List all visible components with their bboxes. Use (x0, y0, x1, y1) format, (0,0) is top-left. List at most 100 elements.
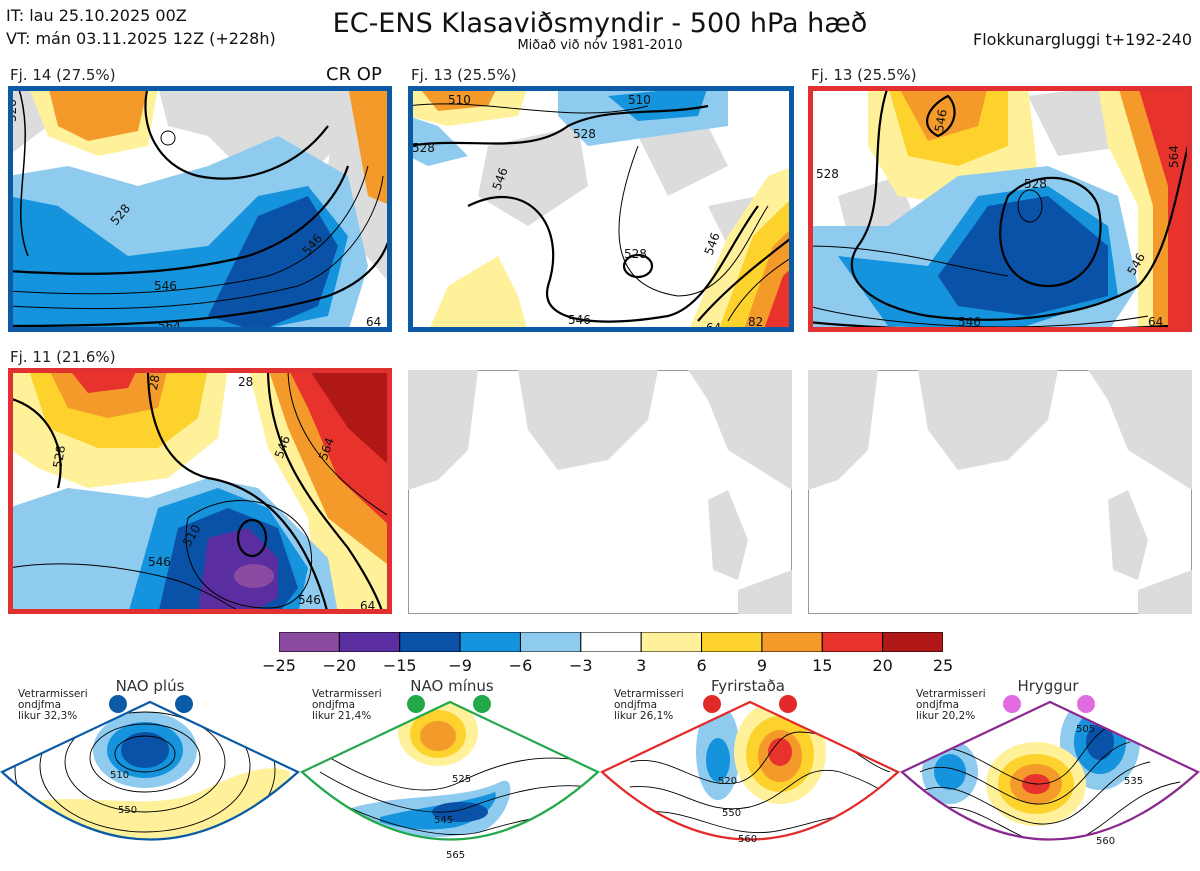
colorbar (278, 631, 944, 656)
colorbar-tick-label: 15 (812, 656, 833, 675)
colorbar-swatch (399, 631, 461, 653)
header-info: IT: lau 25.10.2025 00Z VT: mán 03.11.202… (6, 4, 276, 50)
contour-label: 528 (1024, 177, 1047, 191)
contour-label: 28 (238, 375, 253, 389)
regime-4-stat2: ondjfma (916, 699, 960, 711)
panel-1-badge: CR OP (326, 64, 382, 85)
contour-label: 510 (110, 770, 129, 781)
colorbar-tick-label: −9 (448, 656, 472, 675)
anomaly-shading (808, 86, 1192, 332)
panel-frame (408, 86, 794, 332)
page-title: EC-ENS Klasaviðsmyndir - 500 hPa hæð (332, 8, 868, 39)
cluster-map-3[interactable]: 546 528 528 564 546 546 64 (808, 86, 1192, 332)
colorbar-swatch (882, 631, 944, 653)
colorbar-tick-label: −15 (382, 656, 417, 675)
contour-label: 546 (298, 593, 321, 607)
contour-label: 520 (718, 776, 737, 787)
colorbar-tick-label: 20 (872, 656, 893, 675)
regime-3-stat1: Vetrarmisseri (614, 688, 684, 700)
anomaly-shading (8, 86, 392, 332)
colorbar-tick-label: −25 (262, 656, 296, 675)
page-subtitle: Miðað við nóv 1981-2010 (517, 38, 683, 53)
regime-marker (703, 695, 721, 713)
colorbar-tick-label: −6 (508, 656, 533, 675)
colorbar-swatch (761, 631, 823, 653)
contour-label: 546 (148, 555, 171, 569)
cluster-map-2[interactable]: 510 510 528 528 546 528 546 546 64 82 (408, 86, 794, 332)
contour-label: 528 (8, 99, 19, 122)
contour-label: 560 (1096, 836, 1115, 847)
height-contours (408, 103, 794, 323)
regime-3-stats: Vetrarmisseri ondjfma likur 26,1% (614, 689, 684, 722)
panel-1-label: Fj. 14 (27.5%) (10, 66, 116, 84)
panel-4-label: Fj. 11 (21.6%) (10, 348, 116, 366)
regime-2-title: NAO mínus (410, 677, 494, 695)
contour-label: 546 (154, 279, 177, 293)
regime-marker (779, 695, 797, 713)
colorbar-swatch (459, 631, 521, 653)
cluster-map-4[interactable]: 28 28 528 546 564 510 546 546 64 (8, 368, 392, 614)
contour-label: 565 (446, 850, 465, 861)
regime-marker (473, 695, 491, 713)
contour-label: 525 (452, 774, 471, 785)
empty-map-5 (408, 370, 792, 614)
contour-label: 546 (568, 313, 591, 327)
contour-label: 550 (722, 808, 741, 819)
contour-label: 528 (573, 127, 596, 141)
contour-label: 535 (1124, 776, 1143, 787)
colorbar-swatch (519, 631, 582, 653)
contour-label: 505 (1076, 724, 1095, 735)
regime-2-prob: likur 21,4% (312, 710, 372, 722)
colorbar-swatch (821, 631, 884, 653)
contour-label: 545 (434, 815, 453, 826)
regime-4-prob: likur 20,2% (916, 710, 976, 722)
regime-1-stat2: ondjfma (18, 699, 62, 711)
contour-label: 560 (738, 834, 757, 845)
regime-1-prob: likur 32,3% (18, 710, 78, 722)
issue-time: IT: lau 25.10.2025 00Z (6, 6, 187, 25)
contour-label: 28 (146, 374, 162, 391)
contour-label: 64 (366, 315, 381, 329)
regime-map-block[interactable]: 520 550 560 (600, 692, 900, 870)
regime-4-stats: Vetrarmisseri ondjfma likur 20,2% (916, 689, 986, 722)
valid-time: VT: mán 03.11.2025 12Z (+228h) (6, 29, 276, 48)
height-contours (8, 368, 392, 614)
contour-label: 82 (748, 315, 763, 329)
colorbar-swatch (580, 631, 642, 653)
contour-label: 550 (118, 805, 137, 816)
regime-3-stat2: ondjfma (614, 699, 658, 711)
regime-3-prob: likur 26,1% (614, 710, 674, 722)
contour-label: 564 (1167, 145, 1181, 168)
regime-map-nao-minus[interactable]: 525 545 565 (300, 692, 600, 870)
cluster-map-1[interactable]: 528 528 546 546 564 64 (8, 86, 392, 332)
colorbar-tick-label: 9 (756, 656, 767, 675)
colorbar-tick-label: −20 (322, 656, 357, 675)
colorbar-tick-label: −3 (569, 656, 593, 675)
contour-label: 64 (706, 321, 721, 332)
regime-map-ridge[interactable]: 505 535 560 (900, 692, 1200, 870)
contour-label: 546 (958, 315, 981, 329)
classification-window: Flokkunargluggi t+192-240 (973, 30, 1192, 49)
contour-label: 510 (448, 93, 471, 107)
regime-marker (109, 695, 127, 713)
anomaly-shading (8, 368, 392, 614)
regime-2-stat1: Vetrarmisseri (312, 688, 382, 700)
regime-3-title: Fyrirstaða (711, 677, 785, 695)
regime-1-stats: Vetrarmisseri ondjfma likur 32,3% (18, 689, 88, 722)
height-contours (8, 86, 392, 328)
regime-1-stat1: Vetrarmisseri (18, 688, 88, 700)
colorbar-tick-label: 25 (932, 656, 954, 675)
regime-4-stat1: Vetrarmisseri (916, 688, 986, 700)
panel-frame (808, 86, 1192, 332)
contour-label: 510 (628, 93, 651, 107)
panel-2-label: Fj. 13 (25.5%) (411, 66, 517, 84)
regime-4-title: Hryggur (1017, 677, 1079, 695)
colorbar-swatch (338, 631, 401, 653)
regime-2-stat2: ondjfma (312, 699, 356, 711)
panel-frame (8, 86, 392, 332)
contour-label: 64 (1148, 315, 1163, 329)
regime-marker (1003, 695, 1021, 713)
contour-label: 528 (624, 247, 647, 261)
regime-map-nao-plus[interactable]: 510 550 (0, 692, 300, 870)
regime-1-title: NAO plús (115, 677, 185, 695)
